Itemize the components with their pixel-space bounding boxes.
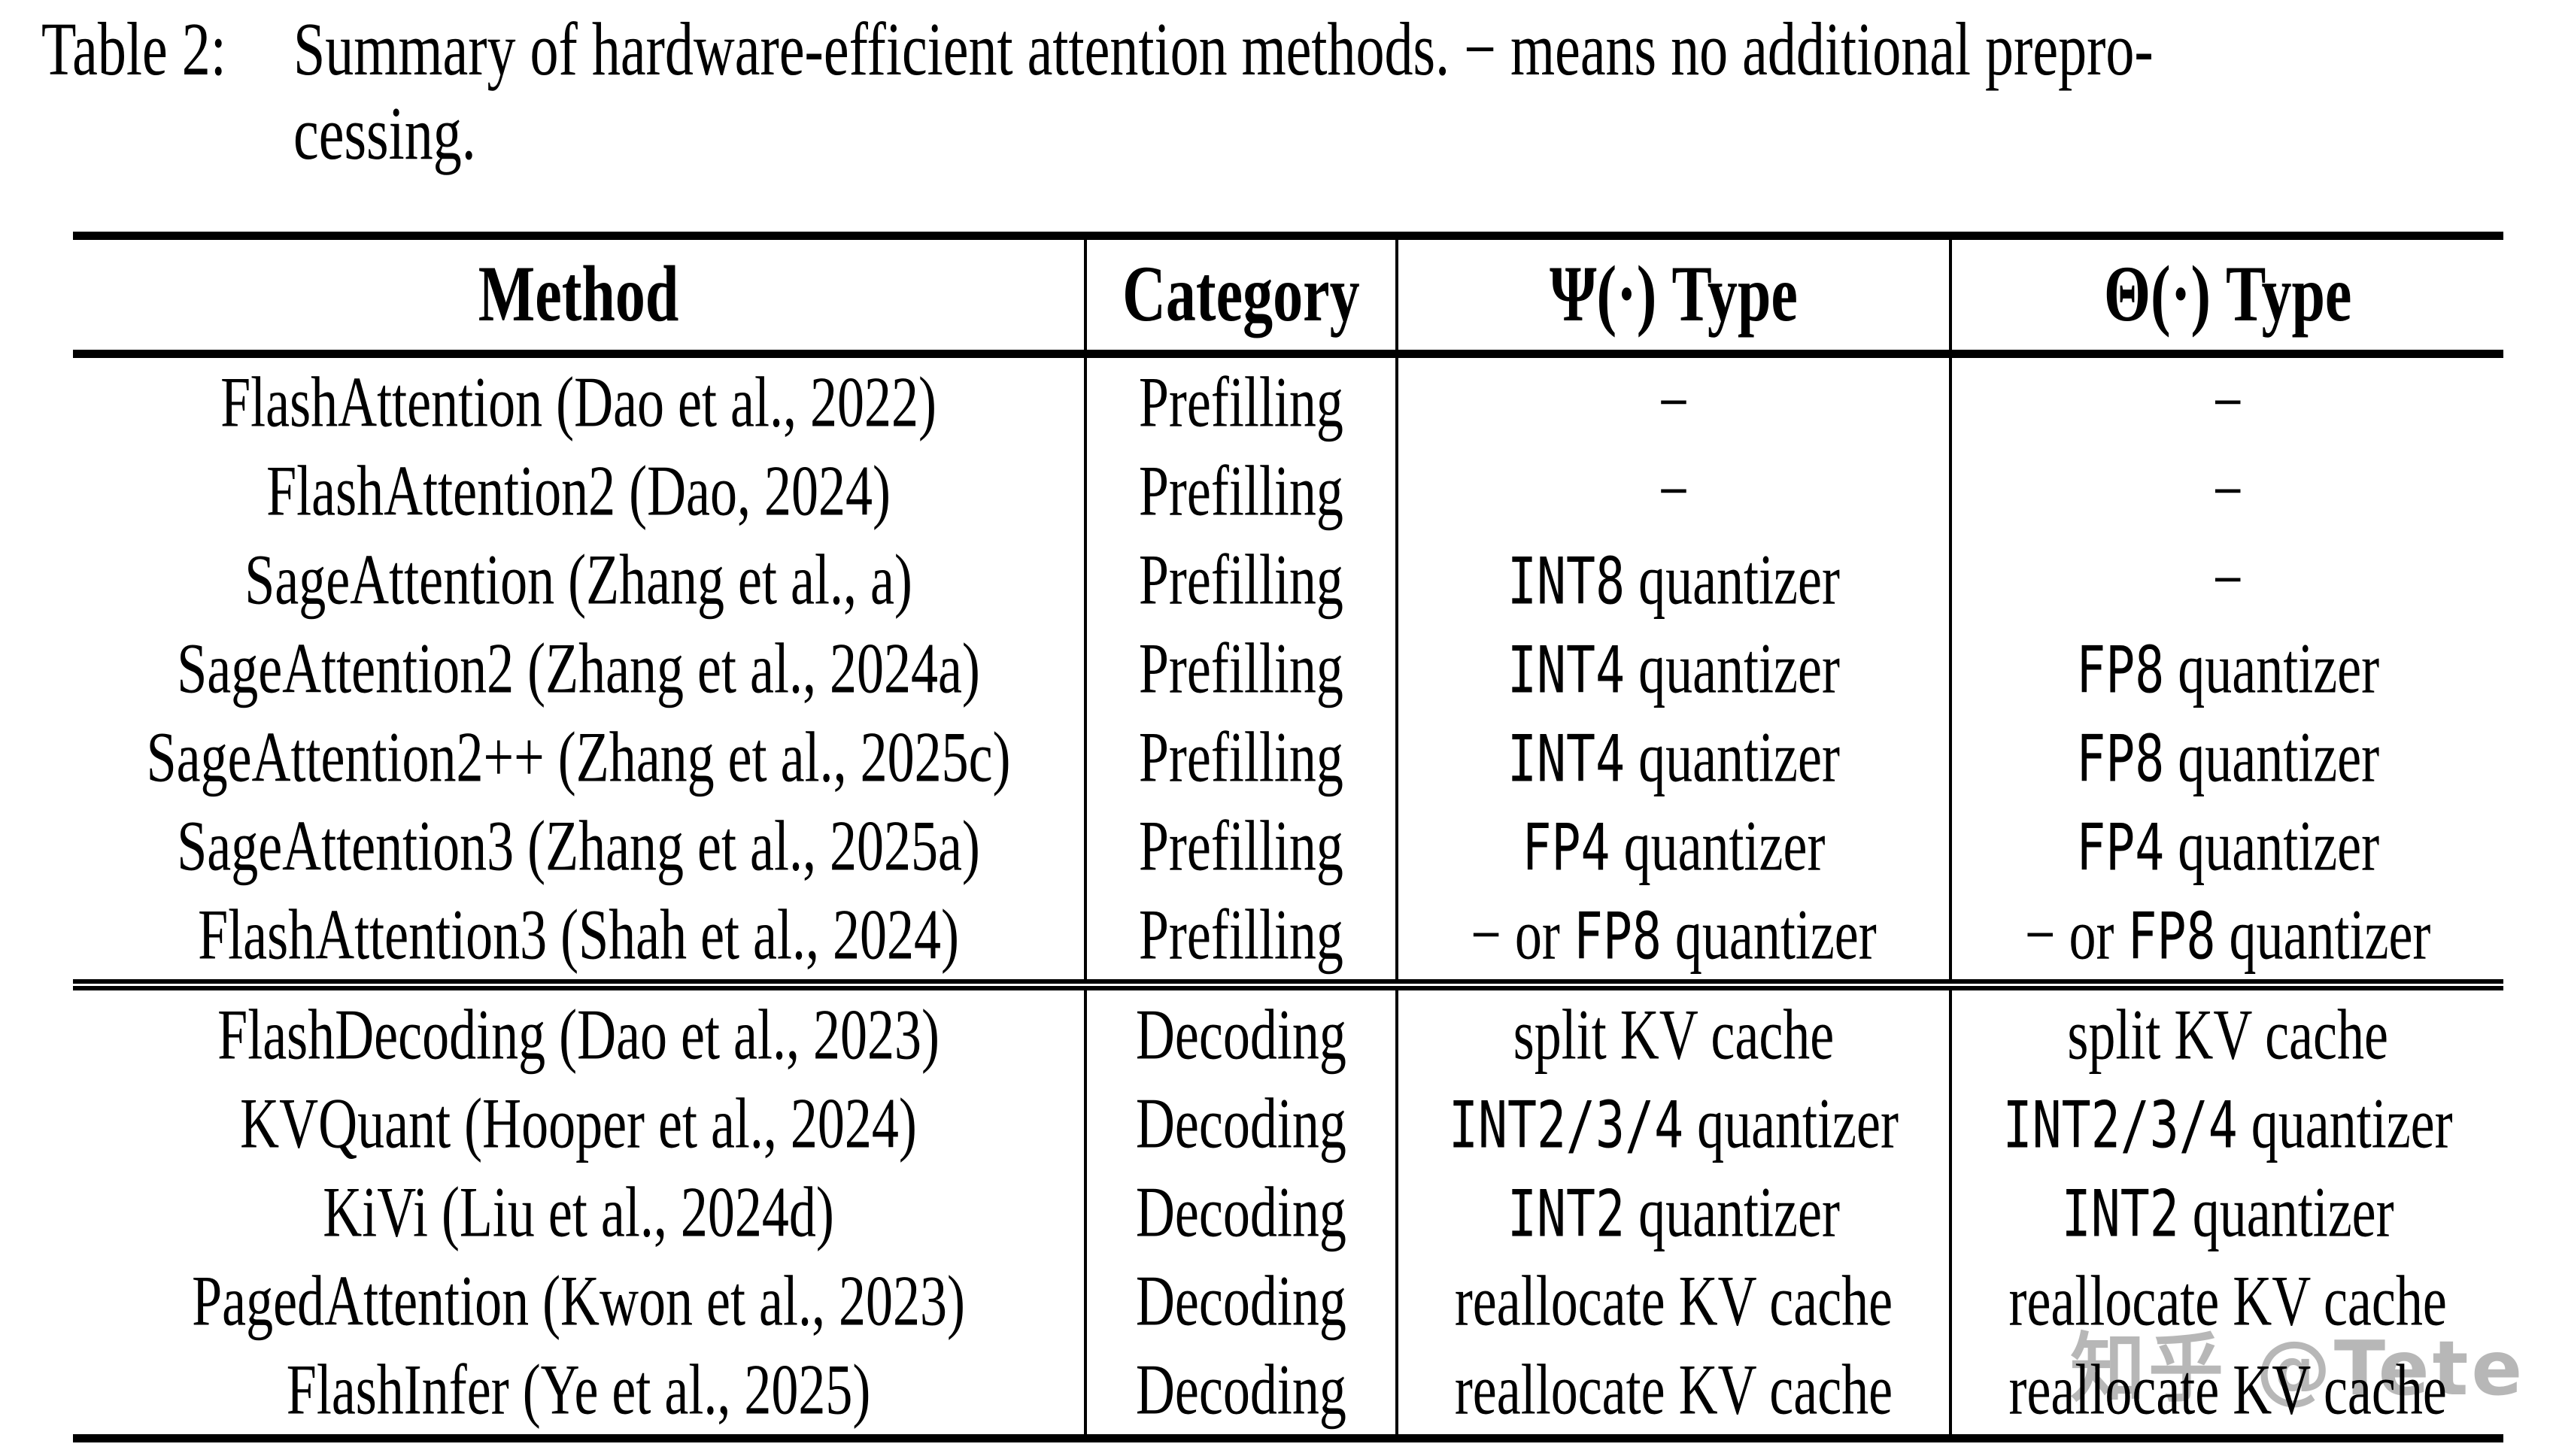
method-cell: SageAttention (Zhang et al., a) xyxy=(244,539,912,620)
psi-cell: − or FP8 quantizer xyxy=(1395,890,1950,979)
theta-cell: FP4 quantizer xyxy=(1949,802,2503,890)
method-cell: SageAttention2 (Zhang et al., 2024a) xyxy=(177,628,980,708)
table-header-row: Method Category Ψ(·) Type Θ(·) Type xyxy=(73,240,2503,350)
summary-table: Method Category Ψ(·) Type Θ(·) Type Flas… xyxy=(73,232,2503,1442)
theta-cell: INT2/3/4 quantizer xyxy=(1949,1079,2503,1168)
table-row: FlashAttention3 (Shah et al., 2024) Prefi… xyxy=(73,890,2503,979)
theta-cell: reallocate KV cache xyxy=(1949,1345,2503,1434)
table-row: KiVi (Liu et al., 2024d) Decoding INT2 qua… xyxy=(73,1168,2503,1257)
table-mid-rule xyxy=(73,979,2503,990)
theta-cell: − xyxy=(1949,447,2503,535)
prefilling-section: FlashAttention (Dao et al., 2022) Prefill… xyxy=(73,358,2503,979)
table-header-rule xyxy=(73,350,2503,358)
table-row: PagedAttention (Kwon et al., 2023) Decodi… xyxy=(73,1257,2503,1345)
table-row: FlashInfer (Ye et al., 2025) Decoding real… xyxy=(73,1345,2503,1434)
header-method: Method xyxy=(478,250,679,338)
category-cell: Prefilling xyxy=(1084,890,1395,979)
caption-label: Table 2: xyxy=(41,8,226,92)
method-cell: SageAttention2++ (Zhang et al., 2025c) xyxy=(146,717,1011,797)
header-category: Category xyxy=(1084,240,1395,350)
table-row: FlashDecoding (Dao et al., 2023) Decoding… xyxy=(73,990,2503,1079)
method-cell: KiVi (Liu et al., 2024d) xyxy=(323,1172,834,1252)
psi-cell: − xyxy=(1395,358,1950,447)
category-cell: Decoding xyxy=(1084,990,1395,1079)
header-psi-type: Ψ(·) Type xyxy=(1395,240,1950,350)
category-cell: Prefilling xyxy=(1084,358,1395,447)
method-cell: KVQuant (Hooper et al., 2024) xyxy=(240,1083,917,1163)
table-row: SageAttention (Zhang et al., a) Prefillin… xyxy=(73,535,2503,624)
theta-cell: − or FP8 quantizer xyxy=(1949,890,2503,979)
watermark: 知乎 @Tete xyxy=(2070,1324,2526,1412)
theta-cell: − xyxy=(1949,535,2503,624)
psi-cell: INT2 quantizer xyxy=(1395,1168,1950,1257)
table-bottom-rule xyxy=(73,1434,2503,1442)
theta-cell: reallocate KV cache xyxy=(1949,1257,2503,1345)
method-cell: PagedAttention (Kwon et al., 2023) xyxy=(192,1260,965,1341)
category-cell: Prefilling xyxy=(1084,802,1395,890)
psi-cell: reallocate KV cache xyxy=(1395,1257,1950,1345)
table-row: FlashAttention2 (Dao, 2024) Prefilling − − xyxy=(73,447,2503,535)
caption-text-1: Summary of hardware-efficient attention … xyxy=(293,8,2154,92)
caption-text-2: cessing. xyxy=(293,92,476,176)
category-cell: Decoding xyxy=(1084,1079,1395,1168)
method-cell: FlashDecoding (Dao et al., 2023) xyxy=(217,994,940,1075)
theta-cell: FP8 quantizer xyxy=(1949,624,2503,713)
psi-cell: FP4 quantizer xyxy=(1395,802,1950,890)
category-cell: Prefilling xyxy=(1084,447,1395,535)
psi-cell: reallocate KV cache xyxy=(1395,1345,1950,1434)
table-row: FlashAttention (Dao et al., 2022) Prefill… xyxy=(73,358,2503,447)
caption-line-2: cessing. xyxy=(293,92,2531,176)
decoding-section: FlashDecoding (Dao et al., 2023) Decoding… xyxy=(73,990,2503,1434)
method-cell: FlashInfer (Ye et al., 2025) xyxy=(286,1349,871,1430)
theta-cell: FP8 quantizer xyxy=(1949,713,2503,802)
psi-cell: INT2/3/4 quantizer xyxy=(1395,1079,1950,1168)
table-row: SageAttention2 (Zhang et al., 2024a) Pref… xyxy=(73,624,2503,713)
caption-line-1: Table 2: Summary of hardware-efficient at… xyxy=(41,8,2531,92)
category-cell: Prefilling xyxy=(1084,624,1395,713)
theta-cell: INT2 quantizer xyxy=(1949,1168,2503,1257)
psi-cell: INT4 quantizer xyxy=(1395,624,1950,713)
table-top-rule xyxy=(73,232,2503,240)
category-cell: Prefilling xyxy=(1084,535,1395,624)
method-cell: SageAttention3 (Zhang et al., 2025a) xyxy=(177,805,980,886)
theta-cell: − xyxy=(1949,358,2503,447)
table-row: SageAttention3 (Zhang et al., 2025a) Pref… xyxy=(73,802,2503,890)
category-cell: Decoding xyxy=(1084,1257,1395,1345)
method-cell: FlashAttention (Dao et al., 2022) xyxy=(220,362,937,442)
psi-cell: INT4 quantizer xyxy=(1395,713,1950,802)
psi-cell: − xyxy=(1395,447,1950,535)
table-row: KVQuant (Hooper et al., 2024) Decoding INT… xyxy=(73,1079,2503,1168)
category-cell: Prefilling xyxy=(1084,713,1395,802)
theta-cell: split KV cache xyxy=(1949,990,2503,1079)
table-caption: Table 2: Summary of hardware-efficient at… xyxy=(41,8,2531,176)
category-cell: Decoding xyxy=(1084,1168,1395,1257)
method-cell: FlashAttention2 (Dao, 2024) xyxy=(266,450,891,531)
category-cell: Decoding xyxy=(1084,1345,1395,1434)
psi-cell: split KV cache xyxy=(1395,990,1950,1079)
psi-cell: INT8 quantizer xyxy=(1395,535,1950,624)
method-cell: FlashAttention3 (Shah et al., 2024) xyxy=(198,894,959,975)
table-row: SageAttention2++ (Zhang et al., 2025c) Pr… xyxy=(73,713,2503,802)
header-theta-type: Θ(·) Type xyxy=(1949,240,2503,350)
